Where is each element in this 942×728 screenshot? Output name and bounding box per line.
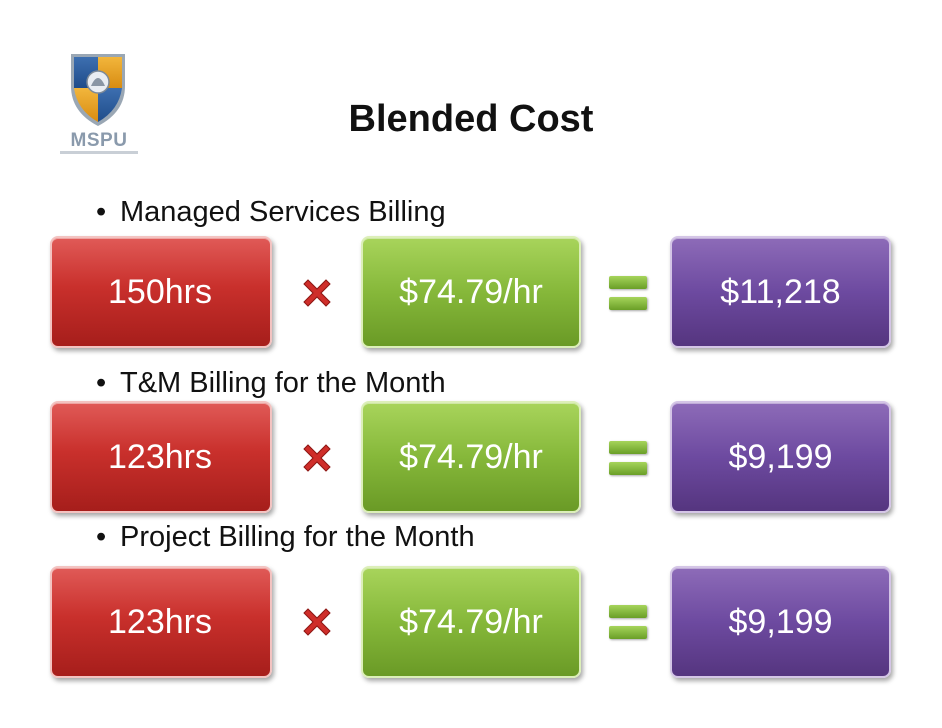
hours-box: 150hrs <box>50 236 272 348</box>
slide-title: Blended Cost <box>348 98 594 140</box>
hours-box: 123hrs <box>50 401 272 513</box>
bullet-dot: • <box>96 367 107 399</box>
bullet-project-billing: • Project Billing for the Month <box>96 521 475 554</box>
bullet-label: Managed Services Billing <box>120 196 446 228</box>
equals-icon <box>609 441 647 477</box>
rate-value: $74.79/hr <box>399 437 543 476</box>
bullet-managed-services: • Managed Services Billing <box>96 196 446 229</box>
rate-value: $74.79/hr <box>399 272 543 311</box>
total-box: $9,199 <box>670 566 891 678</box>
total-value: $11,218 <box>720 272 841 311</box>
rate-box: $74.79/hr <box>361 401 581 513</box>
multiply-icon <box>303 279 331 307</box>
hours-value: 150hrs <box>108 272 212 311</box>
bullet-label: T&M Billing for the Month <box>120 367 446 399</box>
logo-text: MSPU <box>70 130 128 151</box>
mspu-logo: MSPU <box>58 50 140 158</box>
multiply-icon <box>303 608 331 636</box>
hours-box: 123hrs <box>50 566 272 678</box>
total-box: $9,199 <box>670 401 891 513</box>
bullet-tm-billing: • T&M Billing for the Month <box>96 367 446 400</box>
rate-box: $74.79/hr <box>361 236 581 348</box>
equals-icon <box>609 276 647 312</box>
shield-icon <box>71 54 125 126</box>
equals-icon <box>609 605 647 641</box>
rate-box: $74.79/hr <box>361 566 581 678</box>
bullet-dot: • <box>96 521 107 553</box>
hours-value: 123hrs <box>108 602 212 641</box>
total-value: $9,199 <box>728 437 833 476</box>
bullet-label: Project Billing for the Month <box>120 521 475 553</box>
multiply-icon <box>303 444 331 472</box>
total-box: $11,218 <box>670 236 891 348</box>
total-value: $9,199 <box>728 602 833 641</box>
hours-value: 123hrs <box>108 437 212 476</box>
rate-value: $74.79/hr <box>399 602 543 641</box>
logo-tagline-bar <box>60 151 138 154</box>
bullet-dot: • <box>96 196 107 228</box>
